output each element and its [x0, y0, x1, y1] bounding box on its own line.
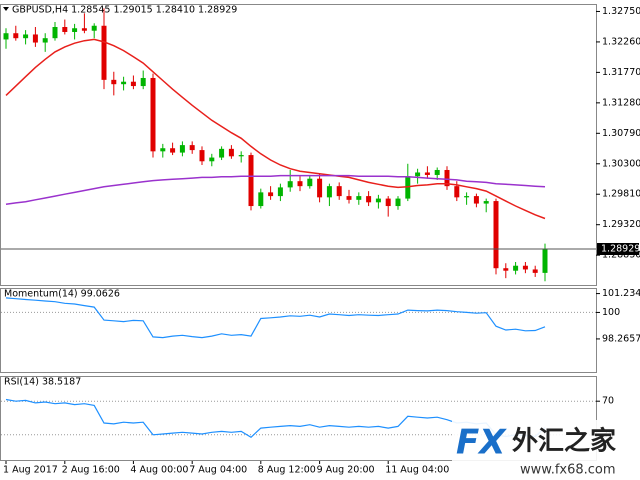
- candle-body: [483, 201, 489, 204]
- x-tick-label: 2 Aug 16:00: [62, 465, 120, 476]
- candle-body: [415, 172, 421, 177]
- candle-body: [189, 145, 195, 151]
- watermark-url: www.fx68.com: [520, 463, 616, 478]
- menu-arrow: [3, 7, 9, 11]
- candle-body: [72, 28, 78, 32]
- candle-body: [346, 196, 352, 200]
- candle-body: [268, 192, 274, 197]
- candle-body: [238, 155, 244, 157]
- y-tick-label: 1.31770: [602, 67, 640, 78]
- candle-body: [62, 27, 68, 32]
- candle-body: [307, 178, 313, 187]
- candle-body: [91, 25, 97, 31]
- candle-body: [209, 157, 215, 162]
- candle-body: [32, 34, 38, 43]
- x-tick-label: 4 Aug 00:00: [130, 465, 188, 476]
- candle-body: [179, 145, 185, 153]
- moving-average: [5, 38, 546, 220]
- x-tick-label: 1 Aug 2017: [3, 465, 58, 476]
- panel-border: [0, 376, 597, 461]
- candle-body: [160, 148, 166, 152]
- candle-body: [13, 33, 19, 39]
- candle-body: [375, 198, 381, 203]
- y-tick-label: 1.32260: [602, 36, 640, 47]
- candle-body: [503, 268, 509, 271]
- watermark-bg: [452, 420, 640, 480]
- candle-body: [493, 201, 499, 269]
- candle-body: [81, 28, 87, 31]
- x-tick-label: 8 Aug 12:00: [258, 465, 316, 476]
- candle-body: [297, 181, 303, 187]
- candle-body: [356, 196, 362, 200]
- candle-body: [434, 169, 440, 175]
- watermark-brand: 外汇之家: [512, 426, 616, 457]
- x-tick-label: 9 Aug 20:00: [317, 465, 375, 476]
- candle-body: [277, 187, 283, 197]
- candle-body: [23, 34, 29, 39]
- candle-body: [287, 181, 293, 188]
- candle-body: [248, 155, 254, 207]
- watermark-logo: FX: [456, 423, 507, 463]
- panel-title: Momentum(14) 99.0626: [4, 289, 120, 300]
- candle-body: [3, 33, 9, 40]
- indicator-line: [5, 297, 546, 339]
- candle-body: [385, 198, 391, 207]
- candle-body: [444, 169, 450, 187]
- current-price-label: 1.28929: [601, 244, 640, 255]
- panel-title: GBPUSD,H4 1.28545 1.29015 1.28410 1.2892…: [12, 5, 237, 16]
- candle-body: [150, 77, 156, 152]
- candle-body: [395, 198, 401, 207]
- candle-body: [454, 186, 460, 198]
- y-tick-label: 101.2347: [602, 288, 640, 299]
- panel-border: [0, 288, 597, 373]
- candle-body: [121, 81, 127, 85]
- y-tick-label: 1.31280: [602, 97, 640, 108]
- candle-body: [170, 148, 176, 153]
- candle-body: [336, 186, 342, 197]
- candle-body: [140, 77, 146, 87]
- candle-body: [424, 172, 430, 175]
- candle-body: [111, 79, 117, 85]
- candle-body: [42, 38, 48, 43]
- y-tick-label: 1.30790: [602, 128, 640, 139]
- candle-body: [513, 265, 519, 271]
- candle-body: [366, 196, 372, 203]
- x-tick-label: 7 Aug 04:00: [189, 465, 247, 476]
- candle-body: [473, 196, 479, 204]
- y-tick-label: 1.29320: [602, 219, 640, 230]
- panel-border: [0, 4, 597, 286]
- candle-body: [228, 148, 234, 157]
- y-tick-label: 98.2657: [602, 333, 640, 344]
- y-tick-label: 1.28830: [602, 250, 640, 261]
- x-tick-label: 11 Aug 04:00: [385, 465, 449, 476]
- candle-body: [532, 269, 538, 273]
- moving-average: [5, 174, 546, 205]
- candle-body: [326, 186, 332, 198]
- current-price-box: [597, 243, 639, 256]
- candle-body: [219, 148, 225, 158]
- candle-body: [199, 150, 205, 162]
- y-tick-label: 100: [602, 307, 620, 318]
- panel-title: RSI(14) 38.5187: [4, 377, 81, 388]
- candle-body: [130, 81, 136, 87]
- candle-body: [522, 265, 528, 270]
- y-tick-label: 1.30300: [602, 158, 640, 169]
- y-tick-label: 1.29810: [602, 189, 640, 200]
- candle-body: [52, 27, 58, 39]
- candle-body: [258, 192, 264, 207]
- candle-body: [464, 196, 470, 198]
- candle-body: [542, 249, 548, 273]
- watermark: FX 外汇之家 www.fx68.com: [452, 420, 640, 480]
- y-tick-label: 70: [602, 396, 614, 407]
- candle-body: [317, 178, 323, 198]
- y-tick-label: 1.32750: [602, 6, 640, 17]
- candle-body: [101, 25, 107, 80]
